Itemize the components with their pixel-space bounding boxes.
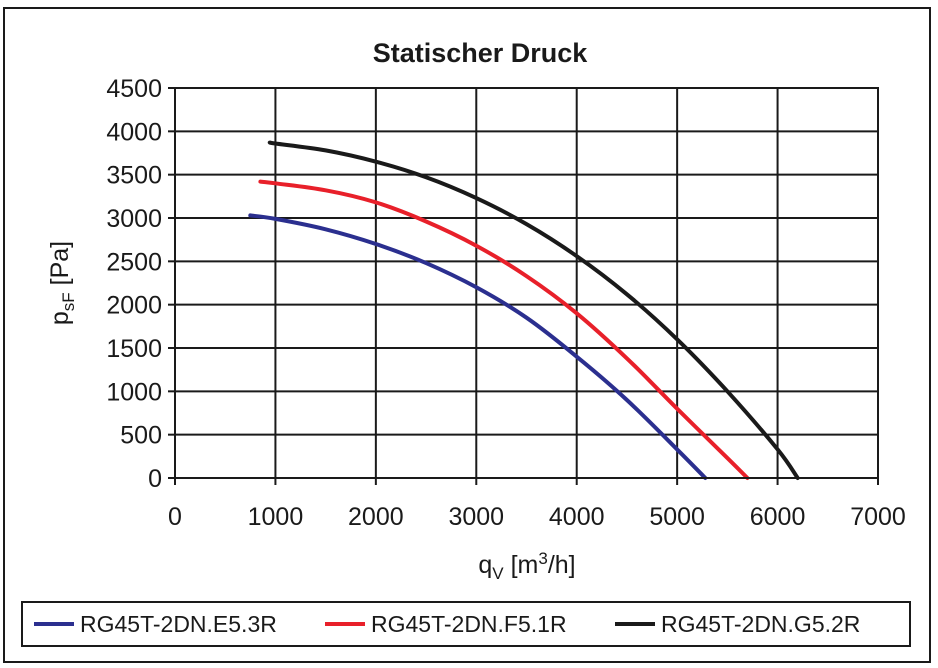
y-axis-label: psF [Pa] [46,241,78,325]
x-axis-label-sup: 3 [538,549,547,568]
y-tick-label: 4500 [106,75,162,103]
x-tick-label: 7000 [850,503,906,531]
x-axis-label-sub: V [492,564,504,583]
x-tick-label: 3000 [448,503,504,531]
y-tick-label: 4000 [106,118,162,146]
y-axis-label-main: p [46,311,74,325]
x-axis-label-unit-post: /h] [548,551,576,579]
legend: RG45T-2DN.E5.3R RG45T-2DN.F5.1R RG45T-2D… [21,601,911,647]
chart-title: Statischer Druck [373,38,589,68]
outer-border [3,7,931,663]
series-line-3 [267,140,800,480]
y-tick-label: 0 [148,465,162,493]
x-tick-label: 2000 [348,503,404,531]
x-tick-label: 6000 [750,503,806,531]
x-axis-label: qV [m3/h] [478,549,575,583]
legend-label-series-1: RG45T-2DN.E5.3R [80,611,277,637]
grid [168,87,879,485]
series-line-2 [258,179,750,480]
legend-label-series-3: RG45T-2DN.G5.2R [661,611,860,637]
y-tick-label: 2500 [106,248,162,276]
y-axis-label-unit: [Pa] [46,241,74,292]
y-tick-label: 500 [120,422,162,450]
x-tick-label: 4000 [549,503,605,531]
y-tick-label: 1000 [106,378,162,406]
plot-area-border [174,87,879,479]
x-tick-label: 5000 [649,503,705,531]
series-lines [248,140,800,480]
legend-box [21,601,911,647]
x-axis-label-unit-pre: [m [504,551,539,579]
legend-label-series-2: RG45T-2DN.F5.1R [371,611,567,637]
x-tick-label: 1000 [248,503,304,531]
y-tick-label: 3500 [106,162,162,190]
y-tick-label: 3000 [106,205,162,233]
y-tick-label: 2000 [106,292,162,320]
x-axis-label-main: q [478,551,492,579]
y-tick-label: 1500 [106,335,162,363]
series-line-1 [248,213,708,480]
tick-labels: 0 1000 2000 3000 4000 5000 6000 7000 0 500 1000 150… [106,75,905,531]
x-tick-label: 0 [168,503,182,531]
y-axis-label-sub: sF [59,292,78,311]
